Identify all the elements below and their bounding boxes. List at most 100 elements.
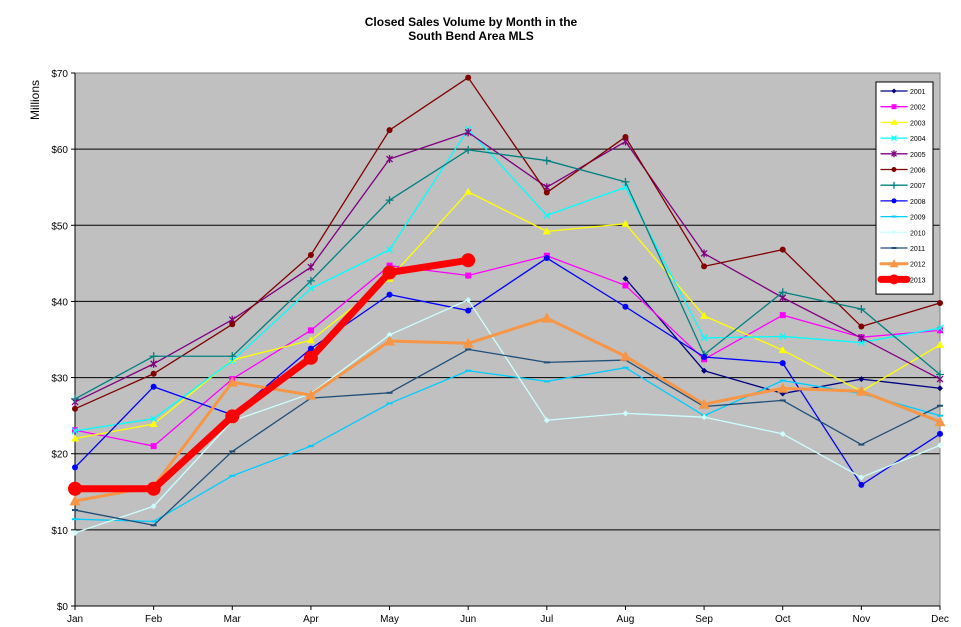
data-point — [146, 481, 161, 496]
data-point — [386, 127, 393, 134]
legend-label: 2005 — [910, 152, 926, 159]
data-point — [226, 376, 238, 387]
legend-label: 2006 — [910, 168, 926, 175]
y-tick-label: $30 — [51, 374, 68, 385]
data-point — [69, 495, 81, 506]
data-point — [72, 405, 78, 412]
data-point — [150, 520, 157, 523]
data-point — [305, 389, 317, 400]
data-point — [858, 481, 865, 488]
data-point — [72, 464, 78, 471]
series-line — [71, 256, 472, 493]
data-point — [150, 443, 157, 450]
y-tick-label: $40 — [51, 297, 68, 308]
data-point — [858, 323, 865, 330]
legend-entry: 2007 — [880, 181, 926, 190]
legend-entry: 2013 — [877, 274, 926, 285]
legend-label: 2010 — [910, 230, 926, 237]
legend-label: 2008 — [910, 199, 926, 206]
data-point — [150, 524, 157, 527]
data-point — [542, 227, 551, 235]
y-tick-label: $60 — [51, 145, 68, 156]
data-point — [229, 450, 236, 453]
data-point — [621, 177, 630, 186]
data-point — [779, 360, 786, 367]
data-point — [228, 352, 237, 361]
legend-label: 2009 — [910, 215, 926, 222]
data-point — [778, 346, 787, 354]
legend-marker — [891, 135, 897, 142]
data-point — [229, 474, 236, 477]
data-point — [543, 380, 550, 383]
data-point — [621, 219, 630, 227]
data-point — [68, 481, 82, 496]
data-point — [464, 128, 472, 137]
data-point — [937, 385, 943, 392]
x-axis: Jan Feb Mar Apr May Jun Jul Aug Sep Oct Nov Dec — [67, 605, 949, 625]
data-point — [858, 474, 865, 481]
data-point — [229, 321, 236, 328]
legend-entry: 2009 — [880, 215, 926, 222]
data-point — [857, 333, 865, 342]
legend-marker — [890, 118, 898, 125]
data-point — [858, 443, 865, 446]
legend-marker — [891, 104, 897, 110]
data-point — [307, 285, 315, 292]
data-point — [936, 324, 944, 332]
series-line — [74, 367, 941, 523]
data-point — [541, 312, 553, 323]
data-point — [701, 354, 708, 361]
series-line — [74, 128, 941, 432]
data-point — [934, 416, 946, 427]
legend-entry: 2011 — [880, 246, 925, 253]
data-point — [228, 357, 236, 365]
legend-marker — [891, 215, 897, 218]
grid-lines — [74, 72, 941, 607]
x-tick-label: Jan — [67, 614, 83, 625]
data-point — [700, 249, 708, 258]
data-point — [149, 420, 158, 428]
data-point — [465, 369, 472, 372]
x-tick-label: Oct — [775, 614, 791, 625]
data-point — [622, 410, 629, 417]
series-line — [73, 316, 942, 503]
data-point — [307, 445, 314, 448]
data-point — [779, 379, 786, 382]
data-point — [543, 211, 551, 219]
legend-marker — [891, 167, 897, 172]
data-point — [71, 394, 79, 403]
legend-marker — [891, 247, 897, 249]
legend-marker — [891, 229, 897, 235]
data-point — [937, 414, 943, 417]
series-layer — [68, 74, 946, 536]
data-point — [622, 133, 629, 140]
data-point — [307, 251, 314, 258]
plot-area — [75, 73, 940, 606]
x-tick-label: Jun — [460, 614, 476, 625]
data-point — [149, 352, 158, 361]
data-point — [936, 370, 944, 379]
data-point — [936, 340, 944, 348]
data-point — [225, 409, 240, 424]
series-line — [74, 76, 941, 410]
data-point — [150, 359, 158, 368]
legend-label: 2002 — [910, 105, 926, 112]
series-2004 — [71, 125, 944, 435]
data-point — [72, 518, 78, 521]
legend-entry: 2010 — [880, 229, 926, 237]
legend-entry: 2006 — [880, 167, 926, 175]
data-point — [937, 327, 943, 334]
data-point — [543, 255, 550, 262]
x-tick-label: Dec — [931, 614, 949, 625]
data-point — [858, 376, 865, 383]
data-point — [619, 350, 631, 361]
legend-entry: 2004 — [880, 135, 926, 143]
data-point — [622, 303, 629, 310]
data-point — [307, 263, 315, 272]
series-2009 — [72, 366, 943, 523]
y-tick-label: $0 — [57, 602, 69, 613]
data-point — [465, 74, 472, 81]
data-point — [543, 417, 550, 424]
data-point — [779, 430, 786, 437]
series-2010 — [72, 296, 943, 536]
